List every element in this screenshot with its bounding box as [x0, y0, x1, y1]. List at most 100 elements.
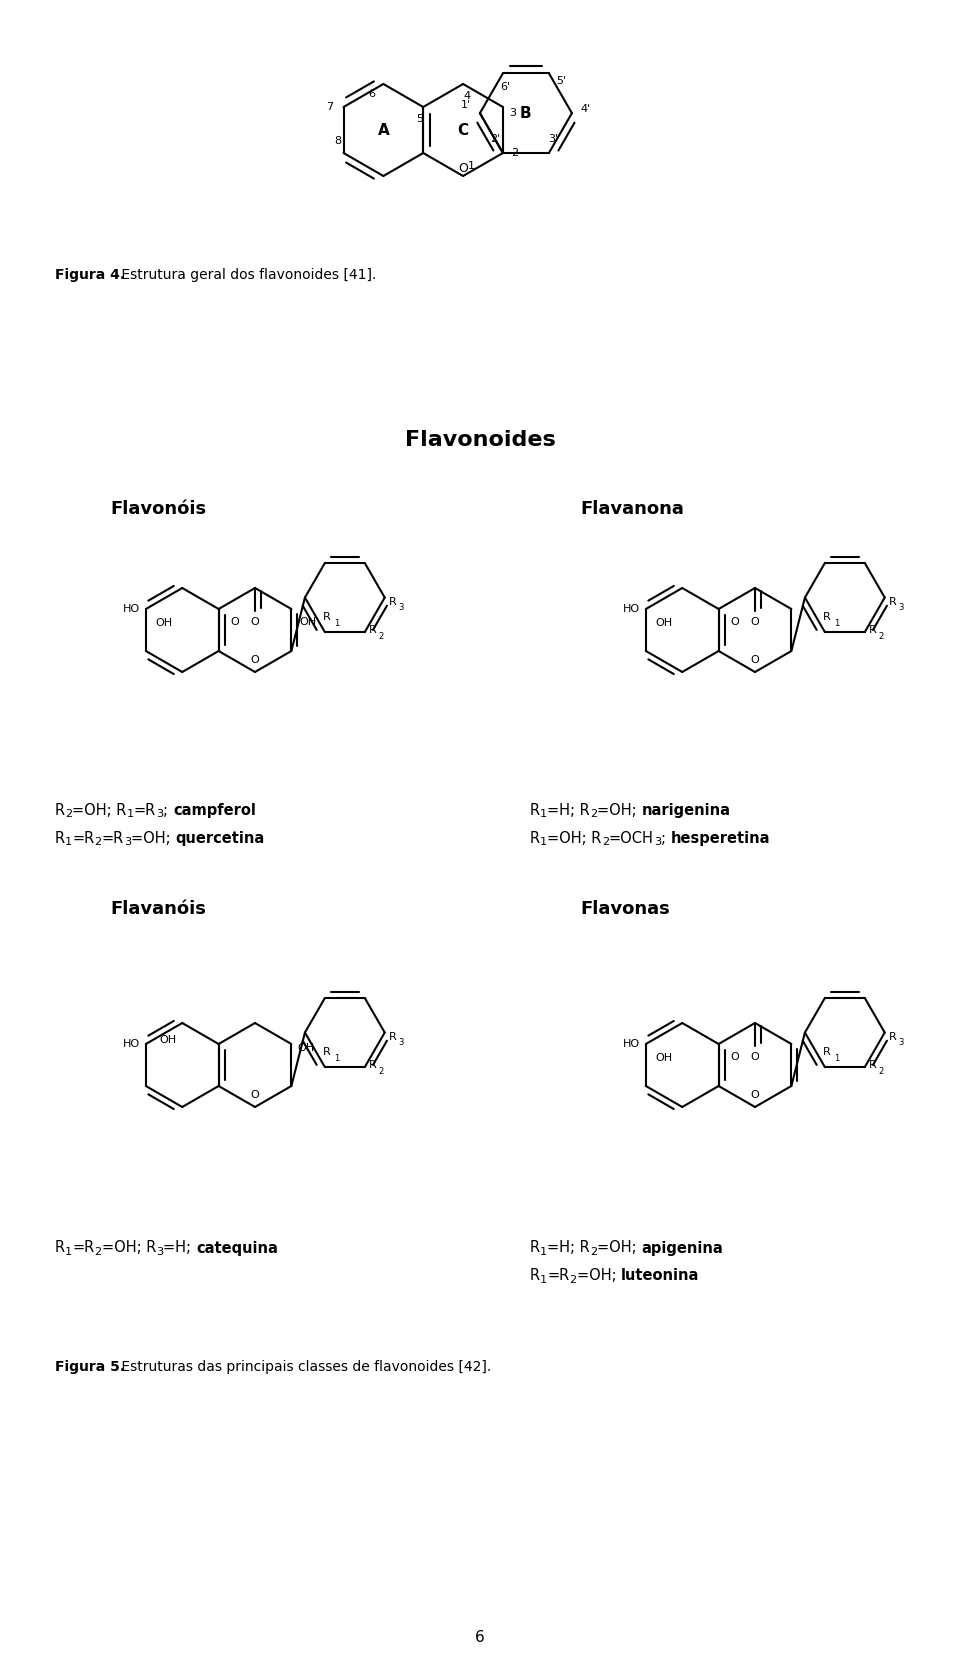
- Text: 3: 3: [510, 108, 516, 118]
- Text: =H; R: =H; R: [547, 1241, 590, 1256]
- Text: OH: OH: [656, 1053, 673, 1063]
- Text: R: R: [823, 612, 830, 622]
- Text: O: O: [230, 617, 239, 627]
- Text: HO: HO: [123, 604, 140, 614]
- Text: campferol: campferol: [173, 802, 256, 817]
- Text: 3: 3: [124, 837, 132, 847]
- Text: 4: 4: [464, 92, 470, 102]
- Text: 1: 1: [834, 1054, 839, 1063]
- Text: =OH;: =OH;: [597, 802, 641, 817]
- Text: R: R: [530, 1241, 540, 1256]
- Text: O: O: [751, 1053, 759, 1063]
- Text: 2: 2: [602, 837, 609, 847]
- Text: 2: 2: [590, 809, 597, 819]
- Text: 2: 2: [569, 1276, 577, 1286]
- Text: =R: =R: [72, 831, 95, 846]
- Text: 1: 1: [834, 619, 839, 629]
- Text: Figura 5.: Figura 5.: [55, 1359, 125, 1374]
- Text: 5': 5': [556, 77, 566, 87]
- Text: quercetina: quercetina: [176, 831, 265, 846]
- Text: 4': 4': [581, 103, 591, 113]
- Text: 1: 1: [65, 1248, 72, 1258]
- Text: 2: 2: [95, 837, 102, 847]
- Text: O: O: [751, 617, 759, 627]
- Text: 1: 1: [127, 809, 133, 819]
- Text: Flavanóis: Flavanóis: [110, 901, 205, 917]
- Text: O: O: [251, 656, 259, 666]
- Text: =OH;: =OH;: [597, 1241, 641, 1256]
- Text: 1: 1: [540, 837, 547, 847]
- Text: =R: =R: [72, 1241, 95, 1256]
- Text: narigenina: narigenina: [641, 802, 731, 817]
- Text: O: O: [751, 1089, 759, 1099]
- Text: =OH;: =OH;: [132, 831, 176, 846]
- Text: 1: 1: [65, 837, 72, 847]
- Text: R: R: [530, 802, 540, 817]
- Text: OH: OH: [298, 1042, 315, 1053]
- Text: 3: 3: [156, 809, 163, 819]
- Text: O: O: [731, 1053, 739, 1063]
- Text: =OH;: =OH;: [577, 1268, 621, 1283]
- Text: 2: 2: [65, 809, 72, 819]
- Text: 5: 5: [416, 113, 422, 123]
- Text: R: R: [889, 1031, 897, 1041]
- Text: A: A: [377, 122, 389, 137]
- Text: 6: 6: [475, 1630, 485, 1645]
- Text: catequina: catequina: [196, 1241, 277, 1256]
- Text: 1': 1': [461, 100, 471, 110]
- Text: =R: =R: [133, 802, 156, 817]
- Text: 3: 3: [156, 1248, 163, 1258]
- Text: R: R: [55, 802, 65, 817]
- Text: OH: OH: [300, 617, 317, 627]
- Text: 1: 1: [540, 809, 547, 819]
- Text: HO: HO: [623, 1039, 640, 1049]
- Text: 1: 1: [334, 619, 339, 629]
- Text: Estruturas das principais classes de flavonoides [42].: Estruturas das principais classes de fla…: [117, 1359, 492, 1374]
- Text: 2: 2: [590, 1248, 597, 1258]
- Text: ;: ;: [661, 831, 671, 846]
- Text: 1: 1: [334, 1054, 339, 1063]
- Text: 2: 2: [379, 1066, 384, 1076]
- Text: R: R: [889, 597, 897, 607]
- Text: 1: 1: [468, 162, 474, 172]
- Text: B: B: [520, 105, 532, 120]
- Text: R: R: [369, 1061, 376, 1071]
- Text: 2': 2': [490, 133, 500, 143]
- Text: 1: 1: [540, 1248, 547, 1258]
- Text: 6': 6': [500, 82, 510, 92]
- Text: 2: 2: [878, 632, 884, 641]
- Text: 3': 3': [548, 133, 558, 143]
- Text: R: R: [823, 1048, 830, 1058]
- Text: R: R: [389, 597, 396, 607]
- Text: O: O: [251, 1089, 259, 1099]
- Text: R: R: [323, 612, 330, 622]
- Text: R: R: [530, 1268, 540, 1283]
- Text: apigenina: apigenina: [641, 1241, 723, 1256]
- Text: 3: 3: [899, 1037, 904, 1048]
- Text: 3: 3: [398, 1037, 404, 1048]
- Text: 6: 6: [368, 88, 375, 98]
- Text: 1: 1: [540, 1276, 547, 1286]
- Text: Flavonoides: Flavonoides: [404, 430, 556, 450]
- Text: HO: HO: [623, 604, 640, 614]
- Text: =R: =R: [547, 1268, 569, 1283]
- Text: OH: OH: [656, 619, 673, 629]
- Text: O: O: [751, 656, 759, 666]
- Text: =OH; R: =OH; R: [102, 1241, 156, 1256]
- Text: 3: 3: [398, 604, 404, 612]
- Text: 3: 3: [654, 837, 661, 847]
- Text: R: R: [55, 1241, 65, 1256]
- Text: =R: =R: [102, 831, 124, 846]
- Text: 2: 2: [512, 148, 518, 158]
- Text: =OH; R: =OH; R: [547, 831, 602, 846]
- Text: C: C: [458, 122, 468, 137]
- Text: R: R: [389, 1031, 396, 1041]
- Text: hesperetina: hesperetina: [671, 831, 770, 846]
- Text: R: R: [369, 626, 376, 636]
- Text: 7: 7: [326, 102, 333, 112]
- Text: Flavonas: Flavonas: [580, 901, 670, 917]
- Text: Flavonóis: Flavonóis: [110, 500, 206, 519]
- Text: =OH; R: =OH; R: [72, 802, 127, 817]
- Text: O: O: [458, 162, 468, 175]
- Text: O: O: [251, 617, 259, 627]
